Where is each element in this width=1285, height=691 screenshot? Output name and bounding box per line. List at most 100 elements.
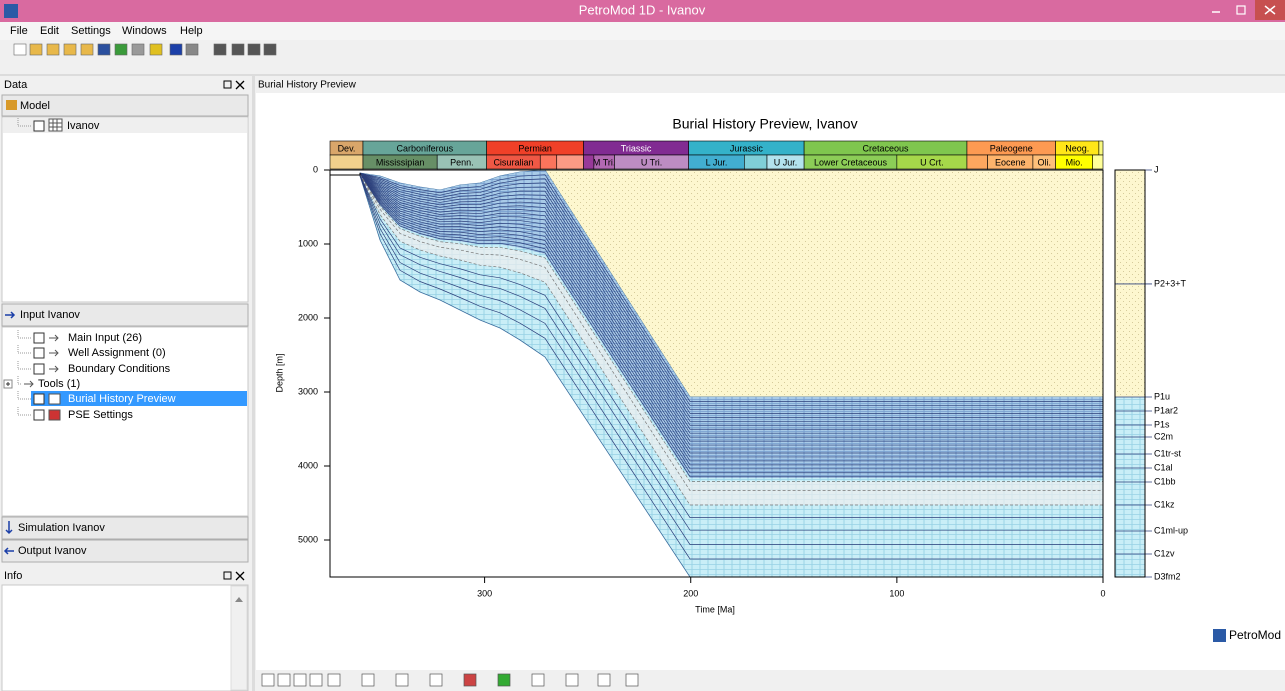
menu-item[interactable]: File [10, 25, 28, 37]
checkbox[interactable] [33, 120, 45, 132]
toolbar-button[interactable] [13, 43, 27, 56]
panel-float[interactable] [223, 80, 232, 89]
toolbar-button[interactable] [46, 43, 60, 56]
panel-float[interactable] [223, 571, 232, 580]
horizon-line [359, 173, 1103, 450]
toolbar-button[interactable] [63, 43, 77, 56]
horizon-line [359, 173, 1103, 426]
epoch-box [556, 154, 584, 170]
checkbox[interactable] [33, 363, 45, 375]
restore-button[interactable] [1236, 5, 1246, 15]
toolbar [13, 43, 277, 56]
tree-line [17, 345, 32, 354]
scrollbar[interactable] [230, 585, 248, 691]
toolbar-button[interactable] [213, 43, 227, 56]
window-title: PetroMod 1D - Ivanov [579, 2, 706, 17]
y-tick-label: 3000 [298, 386, 318, 396]
menu-item[interactable]: Edit [40, 25, 59, 37]
checkbox[interactable] [33, 393, 45, 405]
toolbar-button[interactable] [231, 43, 245, 56]
checkbox[interactable] [33, 409, 45, 421]
horizon-line [359, 174, 1103, 491]
horizon-line [359, 174, 1103, 474]
epoch-box [966, 154, 988, 170]
panel-close[interactable] [235, 80, 245, 90]
toolbar-button[interactable] [531, 673, 545, 687]
toolbar-button[interactable] [625, 673, 639, 687]
toolbar-button[interactable] [463, 673, 477, 687]
well-icon [48, 118, 63, 132]
toolbar-button[interactable] [261, 673, 275, 687]
model-button[interactable] [1, 94, 249, 117]
strip-sediment [1115, 397, 1145, 577]
horizon-line [359, 173, 1103, 422]
toolbar-button[interactable] [131, 43, 145, 56]
strip-overburden [1115, 170, 1145, 398]
tree-label[interactable]: Ivanov [67, 120, 100, 132]
selected-row[interactable] [31, 391, 247, 406]
period-label: Dev. [338, 143, 356, 153]
simulation-button[interactable] [1, 516, 249, 540]
layer-label: C1al [1154, 462, 1173, 472]
plot-frame [329, 169, 1104, 578]
tree-label[interactable]: PSE Settings [68, 409, 133, 421]
toolbar-button[interactable] [293, 673, 307, 687]
scroll-up[interactable] [235, 597, 243, 602]
tree-label[interactable]: Burial History Preview [68, 393, 176, 405]
toolbar-button[interactable] [395, 673, 409, 687]
horizon-line [359, 172, 1103, 406]
menu-item[interactable]: Help [180, 25, 203, 37]
toolbar-button[interactable] [565, 673, 579, 687]
toolbar-button[interactable] [277, 673, 291, 687]
output-button-label: Output Ivanov [18, 545, 87, 557]
toolbar-button[interactable] [29, 43, 43, 56]
toolbar-button[interactable] [263, 43, 277, 56]
panel-close[interactable] [235, 571, 245, 581]
period-label: Jurassic [730, 143, 764, 153]
toolbar-button[interactable] [149, 43, 163, 56]
horizon-line [359, 175, 1103, 531]
tree-row[interactable] [3, 118, 247, 133]
toolbar-button[interactable] [497, 673, 511, 687]
panel-title: Data [4, 79, 28, 91]
toolbar-button[interactable] [309, 673, 323, 687]
menu-item[interactable]: Windows [122, 25, 167, 37]
period-label: Triassic [621, 143, 652, 153]
toolbar-button[interactable] [97, 43, 111, 56]
x-axis-label: Time [Ma] [695, 604, 735, 614]
view-title: Burial History Preview [258, 80, 357, 91]
toolbar-button[interactable] [80, 43, 94, 56]
toolbar-button[interactable] [169, 43, 183, 56]
initial-surface [330, 173, 361, 176]
toolbar-button[interactable] [597, 673, 611, 687]
horizon-line [359, 175, 1103, 560]
input-button[interactable] [1, 303, 249, 327]
horizon-line [359, 173, 1103, 462]
layer-label: P2+3+T [1154, 278, 1187, 288]
checkbox[interactable] [33, 332, 45, 344]
tree-label[interactable]: Main Input (26) [68, 332, 142, 344]
output-button[interactable] [1, 539, 249, 563]
toolbar-button[interactable] [185, 43, 199, 56]
layer-label: C1bb [1154, 476, 1176, 486]
toolbar-button[interactable] [114, 43, 128, 56]
checkbox[interactable] [33, 347, 45, 359]
toolbar-button[interactable] [429, 673, 443, 687]
toolbar-button[interactable] [247, 43, 261, 56]
logo-icon [1213, 629, 1226, 642]
epoch-label: Penn. [450, 157, 474, 167]
splitter[interactable] [252, 76, 255, 691]
horizon-line [359, 173, 1103, 438]
toolbar-button[interactable] [361, 673, 375, 687]
horizon-line [359, 175, 1103, 545]
toolbar-button[interactable] [327, 673, 341, 687]
tree-label[interactable]: Boundary Conditions [68, 363, 171, 375]
period-label: Permian [518, 143, 552, 153]
chart-title: Burial History Preview, Ivanov [672, 116, 857, 132]
y-tick-label: 1000 [298, 238, 318, 248]
tree-label[interactable]: Tools (1) [38, 378, 80, 390]
logo-text: PetroMod [1229, 628, 1281, 642]
tree-label[interactable]: Well Assignment (0) [68, 347, 166, 359]
menu-item[interactable]: Settings [71, 25, 111, 37]
